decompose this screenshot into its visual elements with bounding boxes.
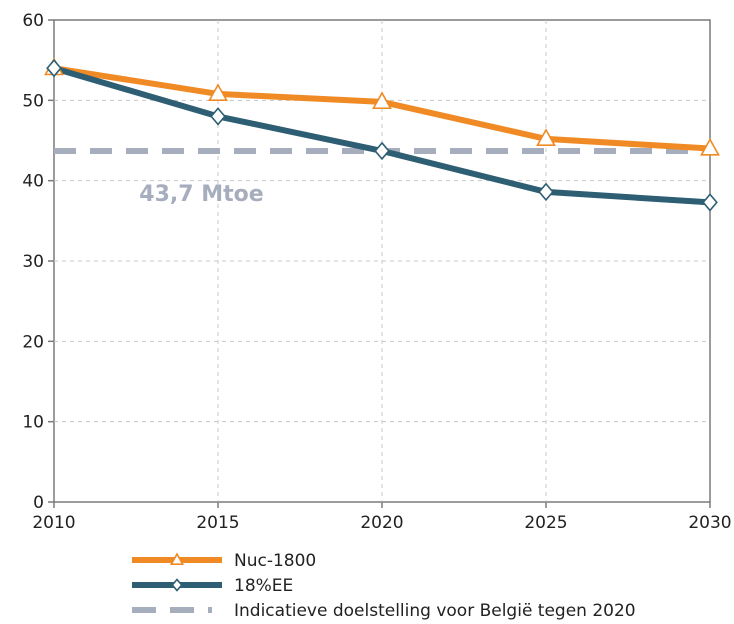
legend: Nuc-1800 18%EE Indicatieve doelstelling vo…	[132, 551, 636, 621]
x-tick-label: 2010	[32, 513, 75, 533]
data-point-triangle	[372, 91, 392, 110]
y-tick-label: 60	[22, 11, 44, 31]
data-point-diamond	[374, 141, 390, 161]
x-tick-labels: 2010 2015 2020 2025 2030	[32, 502, 732, 533]
y-tick-label: 10	[22, 413, 44, 433]
data-point-diamond	[46, 58, 62, 78]
data-point-triangle	[536, 128, 556, 146]
y-tick-labels: 0 10 20 30 40 50 60	[22, 11, 54, 513]
x-tick-label: 2025	[524, 513, 567, 533]
series-markers	[44, 57, 720, 212]
legend-label: Indicatieve doelstelling voor België teg…	[234, 601, 636, 621]
x-tick-label: 2030	[688, 513, 731, 533]
y-tick-label: 30	[22, 252, 44, 272]
annotation-label: 43,7 Mtoe	[139, 182, 263, 207]
legend-marker-triangle	[169, 552, 185, 566]
data-point-diamond	[702, 193, 718, 212]
x-tick-label: 2015	[196, 513, 239, 533]
data-point-diamond	[538, 182, 554, 202]
y-tick-label: 20	[22, 332, 44, 352]
data-point-triangle	[700, 137, 720, 156]
data-point-triangle	[208, 83, 228, 102]
legend-marker-diamond	[171, 578, 183, 592]
y-tick-label: 50	[22, 91, 44, 111]
data-point-diamond	[210, 107, 226, 126]
y-tick-label: 40	[22, 172, 44, 192]
legend-label: 18%EE	[234, 576, 293, 596]
x-tick-label: 2020	[360, 513, 403, 533]
y-tick-label: 0	[33, 493, 44, 513]
annotations: 43,7 Mtoe	[139, 182, 263, 207]
legend-label: Nuc-1800	[234, 551, 316, 571]
